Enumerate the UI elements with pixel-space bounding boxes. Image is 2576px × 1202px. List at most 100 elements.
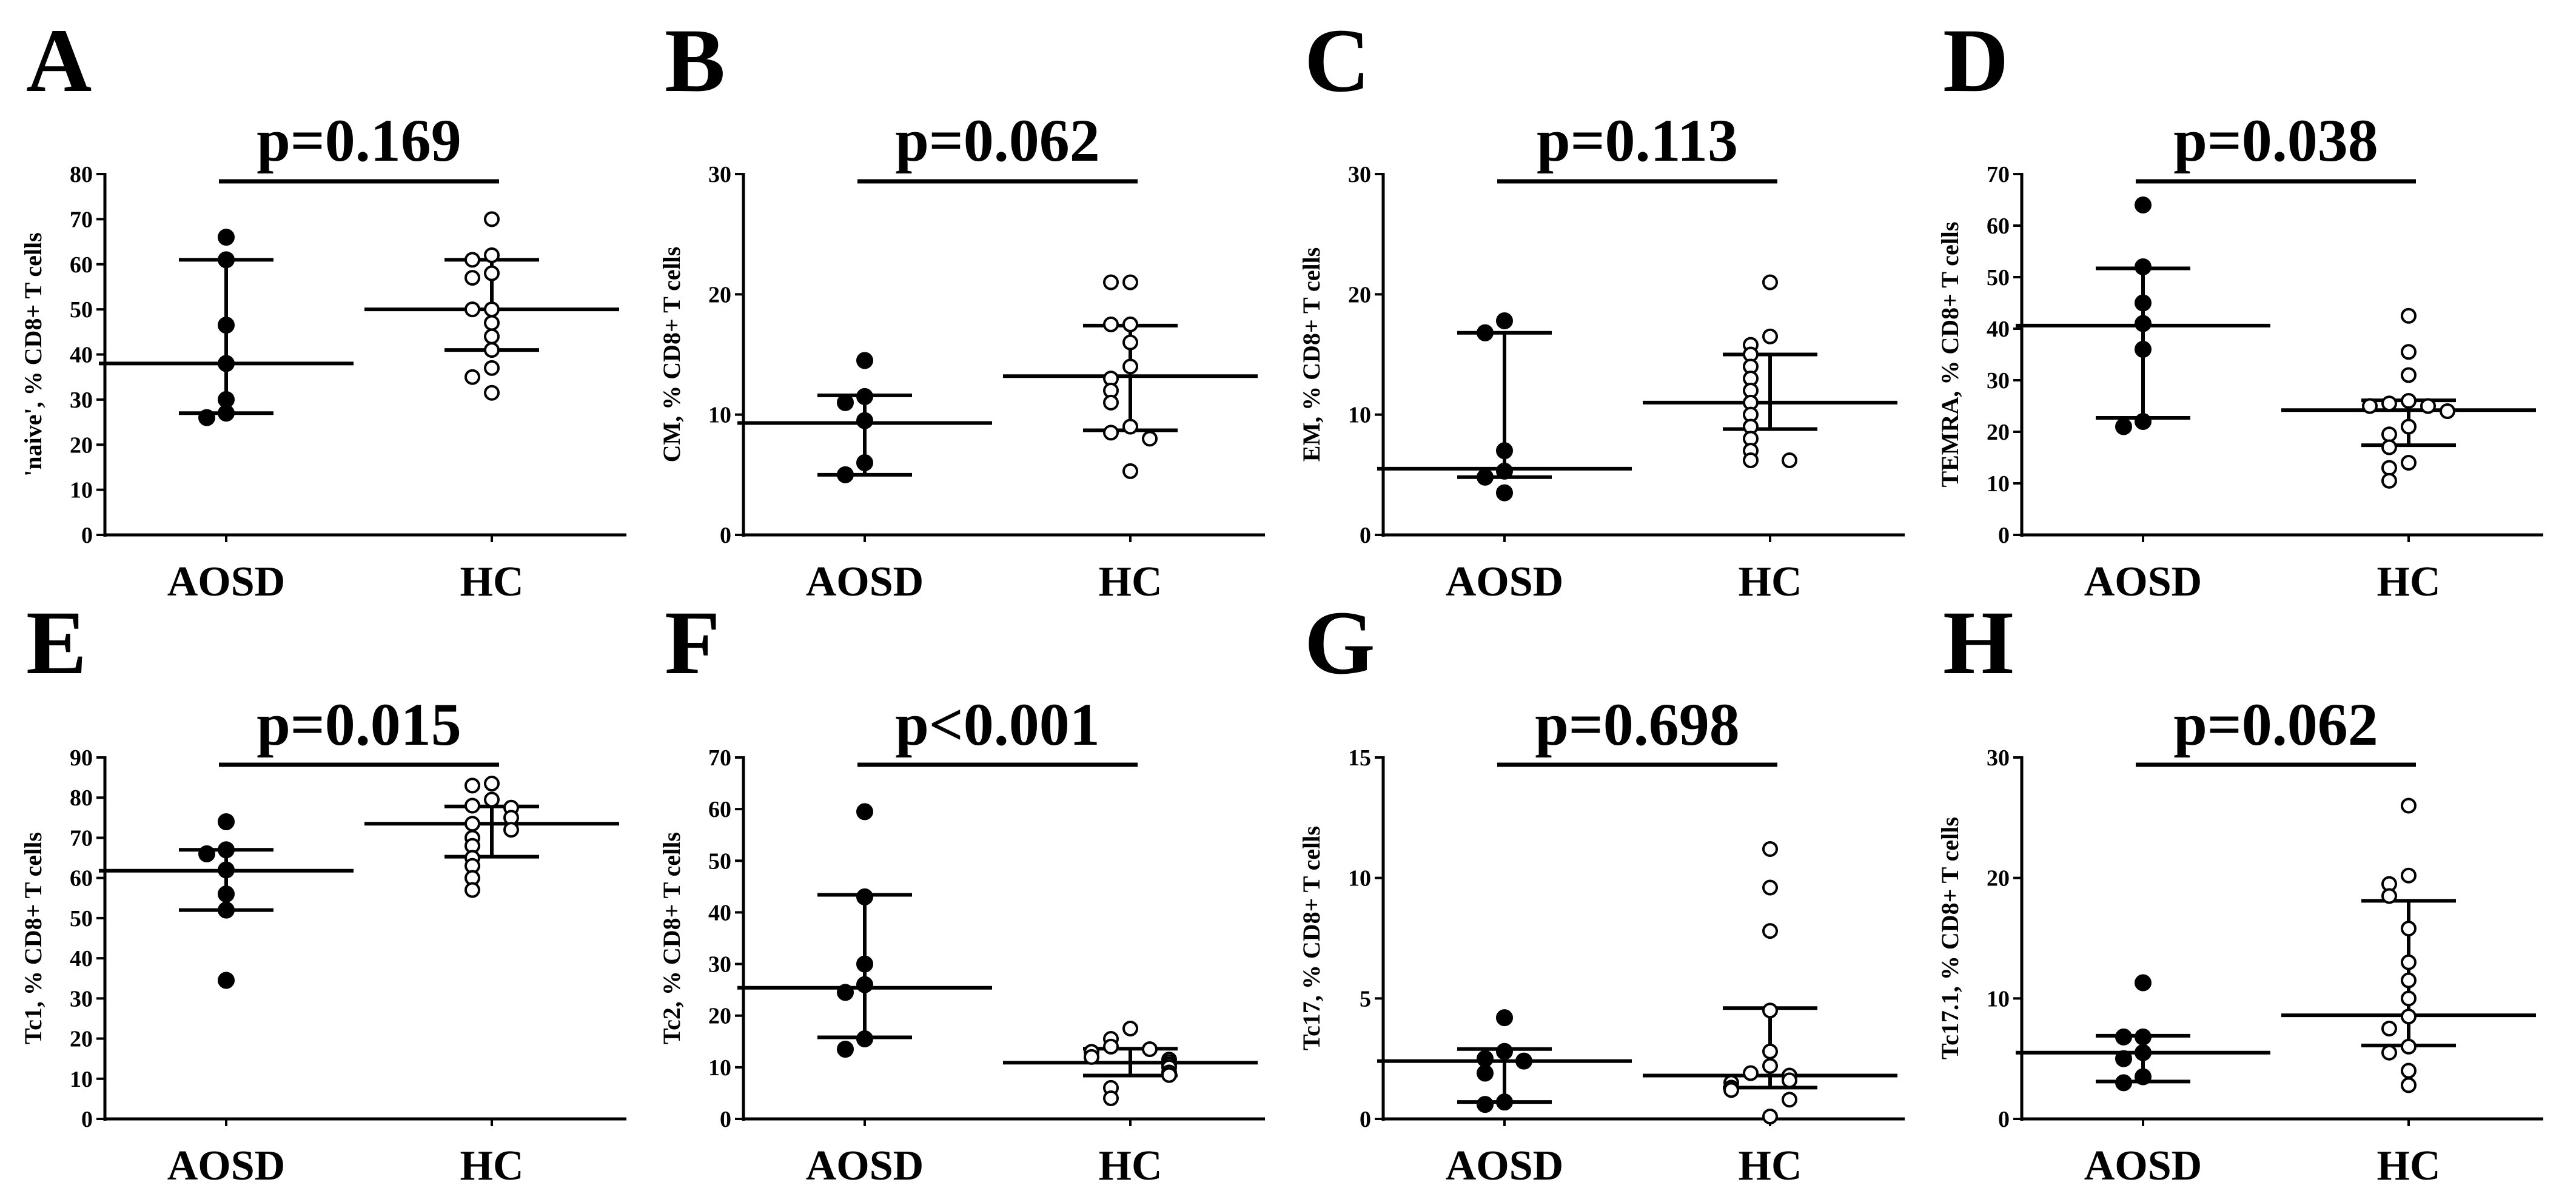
data-point <box>1142 431 1158 447</box>
data-point <box>1103 274 1119 290</box>
data-point <box>218 861 235 879</box>
data-point <box>465 797 480 814</box>
p-value: p=0.062 <box>895 107 1100 174</box>
series-hc <box>1643 841 1897 1125</box>
panel-g: Gp=0.698 0 5 10 15 Tc17, % CD8+ T cells AOSD HC <box>1298 593 1905 1189</box>
data-point <box>856 976 873 993</box>
data-point <box>1477 1096 1494 1113</box>
y-tick-label: 0 <box>1998 1107 2010 1132</box>
data-point <box>484 247 500 263</box>
y-tick-label: 15 <box>1348 745 1371 771</box>
data-point <box>856 955 873 973</box>
data-point <box>465 777 480 794</box>
data-point <box>1762 1058 1778 1074</box>
y-tick-label: 0 <box>720 1107 731 1132</box>
data-point <box>218 901 235 919</box>
data-point <box>2381 395 2397 412</box>
x-tick-label-aosd: AOSD <box>1446 559 1563 605</box>
p-value: p=0.169 <box>257 107 461 174</box>
data-point <box>1762 1109 1778 1125</box>
panel-letter: C <box>1304 10 1370 111</box>
data-point <box>484 265 500 281</box>
data-point <box>1782 452 1797 469</box>
data-point <box>2135 1068 2152 1086</box>
y-tick-label: 10 <box>1348 403 1371 428</box>
x-tick-label-aosd: AOSD <box>167 559 285 605</box>
y-tick-label: 60 <box>70 252 93 278</box>
p-value: p<0.001 <box>895 691 1100 758</box>
data-point <box>1103 1038 1119 1055</box>
data-point <box>218 229 235 246</box>
y-tick-label: 0 <box>1360 1107 1371 1132</box>
y-tick-label: 10 <box>1348 866 1371 891</box>
data-point <box>2401 344 2417 360</box>
data-point <box>218 405 235 422</box>
data-point <box>2135 1028 2152 1046</box>
y-tick-label: 10 <box>1987 986 2010 1012</box>
y-tick-label: 0 <box>81 523 93 548</box>
series-aosd <box>99 229 354 426</box>
data-point <box>856 454 873 471</box>
x-tick-label-hc: HC <box>2377 1143 2441 1189</box>
y-tick-label: 10 <box>70 478 93 503</box>
data-point <box>2135 413 2152 430</box>
x-tick-label-hc: HC <box>2377 559 2441 605</box>
y-tick-label: 50 <box>70 906 93 932</box>
data-point <box>2135 341 2152 358</box>
data-point <box>2362 398 2378 414</box>
y-tick-label: 20 <box>708 1004 731 1029</box>
data-point <box>1782 1072 1797 1089</box>
y-tick-label: 70 <box>1987 162 2010 187</box>
panel-f: Fp<0.001 0 10 20 30 40 50 60 70 Tc2, % CD8+ T cel… <box>658 593 1265 1189</box>
y-tick-label: 60 <box>708 797 731 822</box>
y-tick-label: 70 <box>708 745 731 771</box>
data-point <box>484 384 500 401</box>
series-hc <box>1003 274 1258 479</box>
data-point <box>1142 1041 1158 1058</box>
y-tick-label: 50 <box>708 848 731 874</box>
x-tick-label-aosd: AOSD <box>1446 1143 1563 1189</box>
data-point <box>837 984 854 1001</box>
y-tick-label: 30 <box>1987 368 2010 394</box>
data-point <box>2401 307 2417 324</box>
p-value: p=0.015 <box>257 691 461 758</box>
data-point <box>2420 398 2436 414</box>
series-hc <box>2281 797 2536 1093</box>
panel-c: Cp=0.113 0 10 20 30 EM, % CD8+ T cells AOSD HC <box>1298 10 1905 605</box>
data-point <box>1122 334 1138 351</box>
data-point <box>2381 1021 2397 1036</box>
data-point <box>856 412 873 429</box>
data-point <box>2401 393 2417 409</box>
data-point <box>1762 879 1778 896</box>
y-tick-label: 20 <box>1987 420 2010 445</box>
y-tick-label: 80 <box>70 162 93 187</box>
data-point <box>2401 972 2417 989</box>
data-point <box>1782 1092 1797 1108</box>
y-tick-label: 0 <box>81 1107 93 1132</box>
panel-letter: D <box>1943 10 2008 111</box>
data-point <box>1103 425 1119 441</box>
y-axis-label: EM, % CD8+ T cells <box>1298 247 1325 462</box>
data-point <box>2381 460 2397 476</box>
data-point <box>856 888 873 905</box>
data-point <box>2135 258 2152 275</box>
data-point <box>465 270 480 286</box>
data-point <box>218 972 235 989</box>
data-point <box>218 355 235 372</box>
y-tick-label: 50 <box>70 297 93 323</box>
x-tick-label-hc: HC <box>1099 559 1162 605</box>
panel-letter: F <box>665 593 720 693</box>
data-point <box>1161 1067 1177 1083</box>
data-point <box>1743 452 1759 469</box>
y-tick-label: 20 <box>1348 282 1371 307</box>
data-point <box>2135 1044 2152 1061</box>
data-point <box>465 252 480 268</box>
y-tick-label: 50 <box>1987 265 2010 290</box>
data-point <box>1103 394 1119 411</box>
data-point <box>1762 328 1778 344</box>
y-tick-label: 30 <box>1987 745 2010 771</box>
y-axis-label: Tc1, % CD8+ T cells <box>19 832 47 1044</box>
data-point <box>1762 841 1778 857</box>
data-point <box>2440 403 2455 419</box>
